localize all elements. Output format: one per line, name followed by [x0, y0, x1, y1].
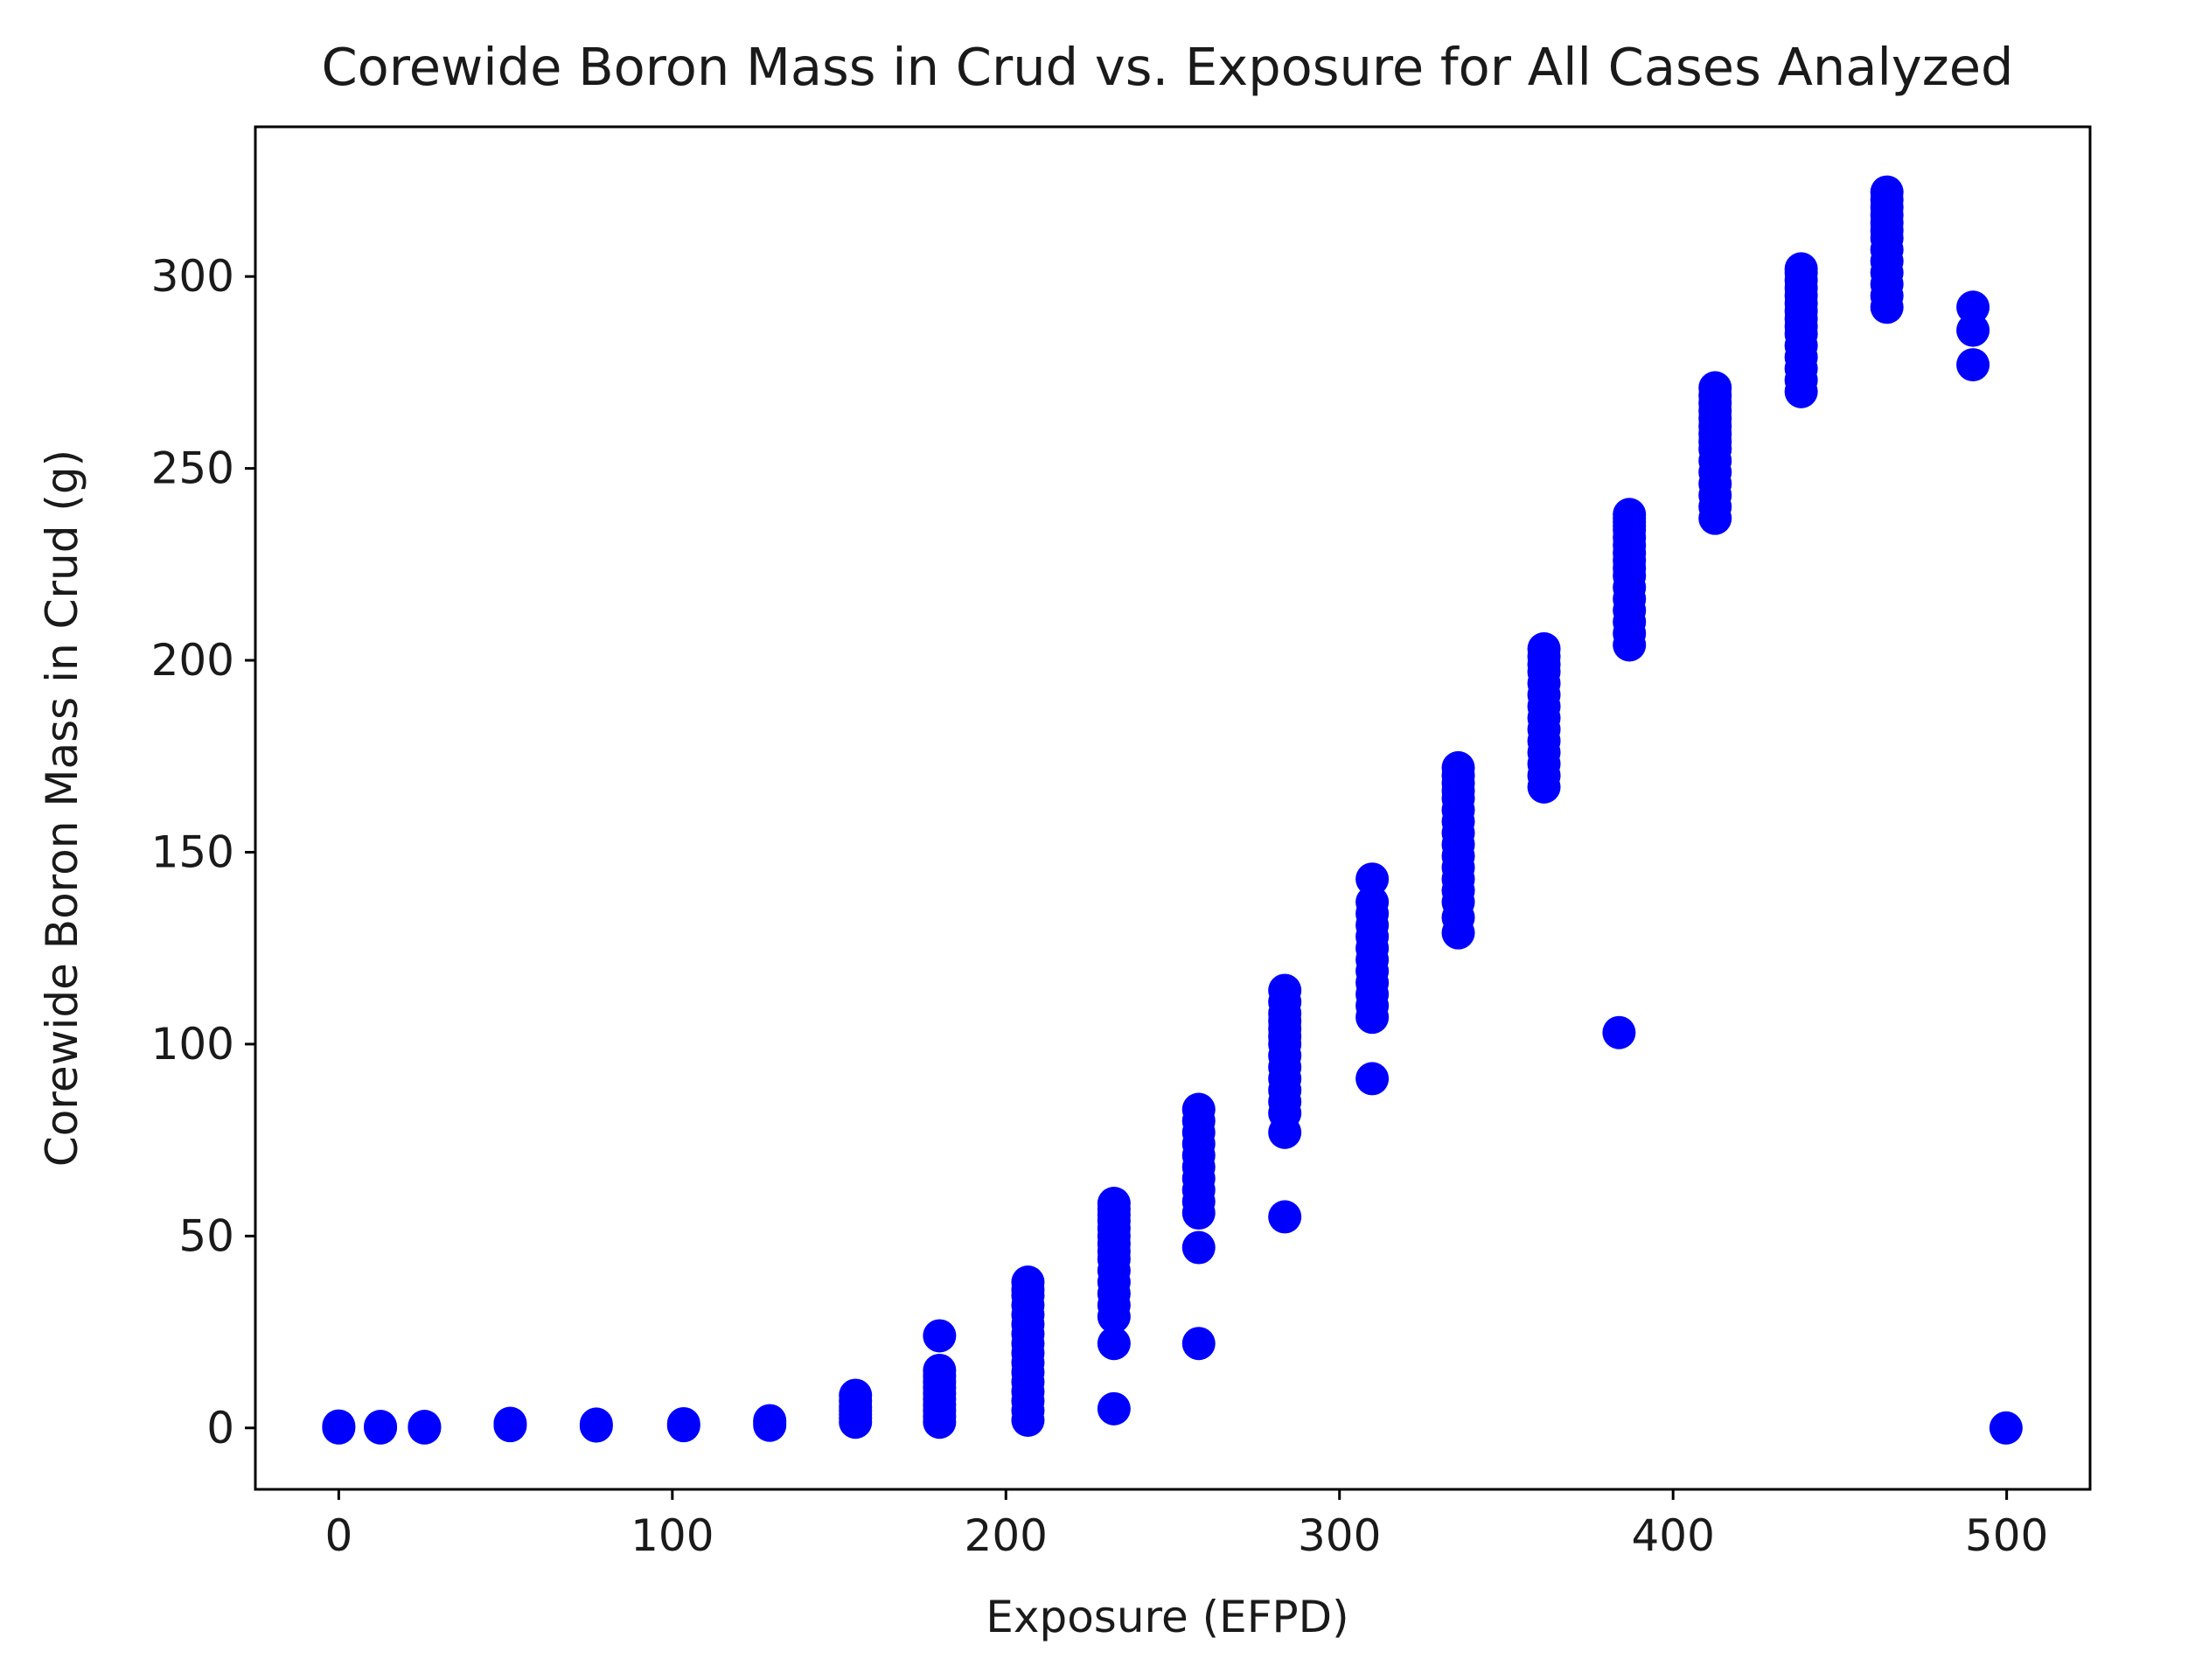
x-tick-label: 200 — [965, 1510, 1048, 1561]
y-tick-label: 50 — [178, 1210, 234, 1261]
plot-frame — [254, 125, 2092, 1491]
data-point — [1441, 750, 1475, 784]
chart-title: Corewide Boron Mass in Crud vs. Exposure… — [321, 37, 2013, 97]
data-point — [1011, 1265, 1045, 1300]
x-tick-label: 400 — [1631, 1510, 1714, 1561]
x-axis-label: Exposure (EFPD) — [986, 1592, 1348, 1642]
x-tick-label: 300 — [1298, 1510, 1381, 1561]
data-points — [322, 175, 2023, 1445]
x-tick-label: 0 — [324, 1510, 352, 1561]
y-axis-ticks: 0 50 100 150 200 250 300 — [151, 251, 255, 1453]
data-point — [364, 1410, 398, 1444]
y-tick-label: 150 — [151, 826, 234, 877]
data-point — [1097, 1327, 1131, 1361]
data-point — [1956, 290, 1990, 324]
data-point — [1268, 1200, 1302, 1234]
data-point — [1956, 348, 1990, 382]
data-point — [1613, 498, 1647, 532]
data-point — [1989, 1411, 2023, 1445]
data-point — [1355, 862, 1390, 896]
data-point — [1956, 313, 1990, 347]
y-tick-label: 300 — [151, 251, 234, 302]
y-tick-label: 250 — [151, 443, 234, 494]
data-point — [1527, 631, 1561, 666]
y-tick-label: 100 — [151, 1019, 234, 1070]
data-point — [839, 1378, 873, 1412]
data-point — [408, 1410, 442, 1444]
y-tick-label: 200 — [151, 635, 234, 686]
data-point — [493, 1406, 527, 1440]
x-tick-label: 100 — [631, 1510, 714, 1561]
data-point — [1097, 1187, 1131, 1221]
y-tick-label: 0 — [206, 1403, 234, 1453]
data-point — [753, 1404, 787, 1438]
data-point — [923, 1353, 957, 1387]
data-point — [1268, 973, 1302, 1007]
data-point — [1870, 175, 1904, 209]
data-point — [1355, 1062, 1390, 1096]
x-axis-ticks: 0 100 200 300 400 500 — [324, 1489, 2048, 1561]
y-axis-label: Corewide Boron Mass in Crud (g) — [37, 450, 87, 1167]
data-point — [579, 1407, 613, 1441]
data-point — [1784, 252, 1818, 286]
data-point — [1698, 371, 1732, 405]
x-tick-label: 500 — [1965, 1510, 2048, 1561]
data-point — [1181, 1327, 1216, 1361]
data-point — [923, 1319, 957, 1353]
data-point — [1181, 1230, 1216, 1265]
data-point — [1097, 1391, 1131, 1426]
data-point — [1602, 1015, 1636, 1049]
data-point — [1355, 885, 1390, 919]
data-point — [1181, 1092, 1216, 1126]
data-point — [322, 1409, 356, 1443]
data-point — [666, 1406, 700, 1440]
